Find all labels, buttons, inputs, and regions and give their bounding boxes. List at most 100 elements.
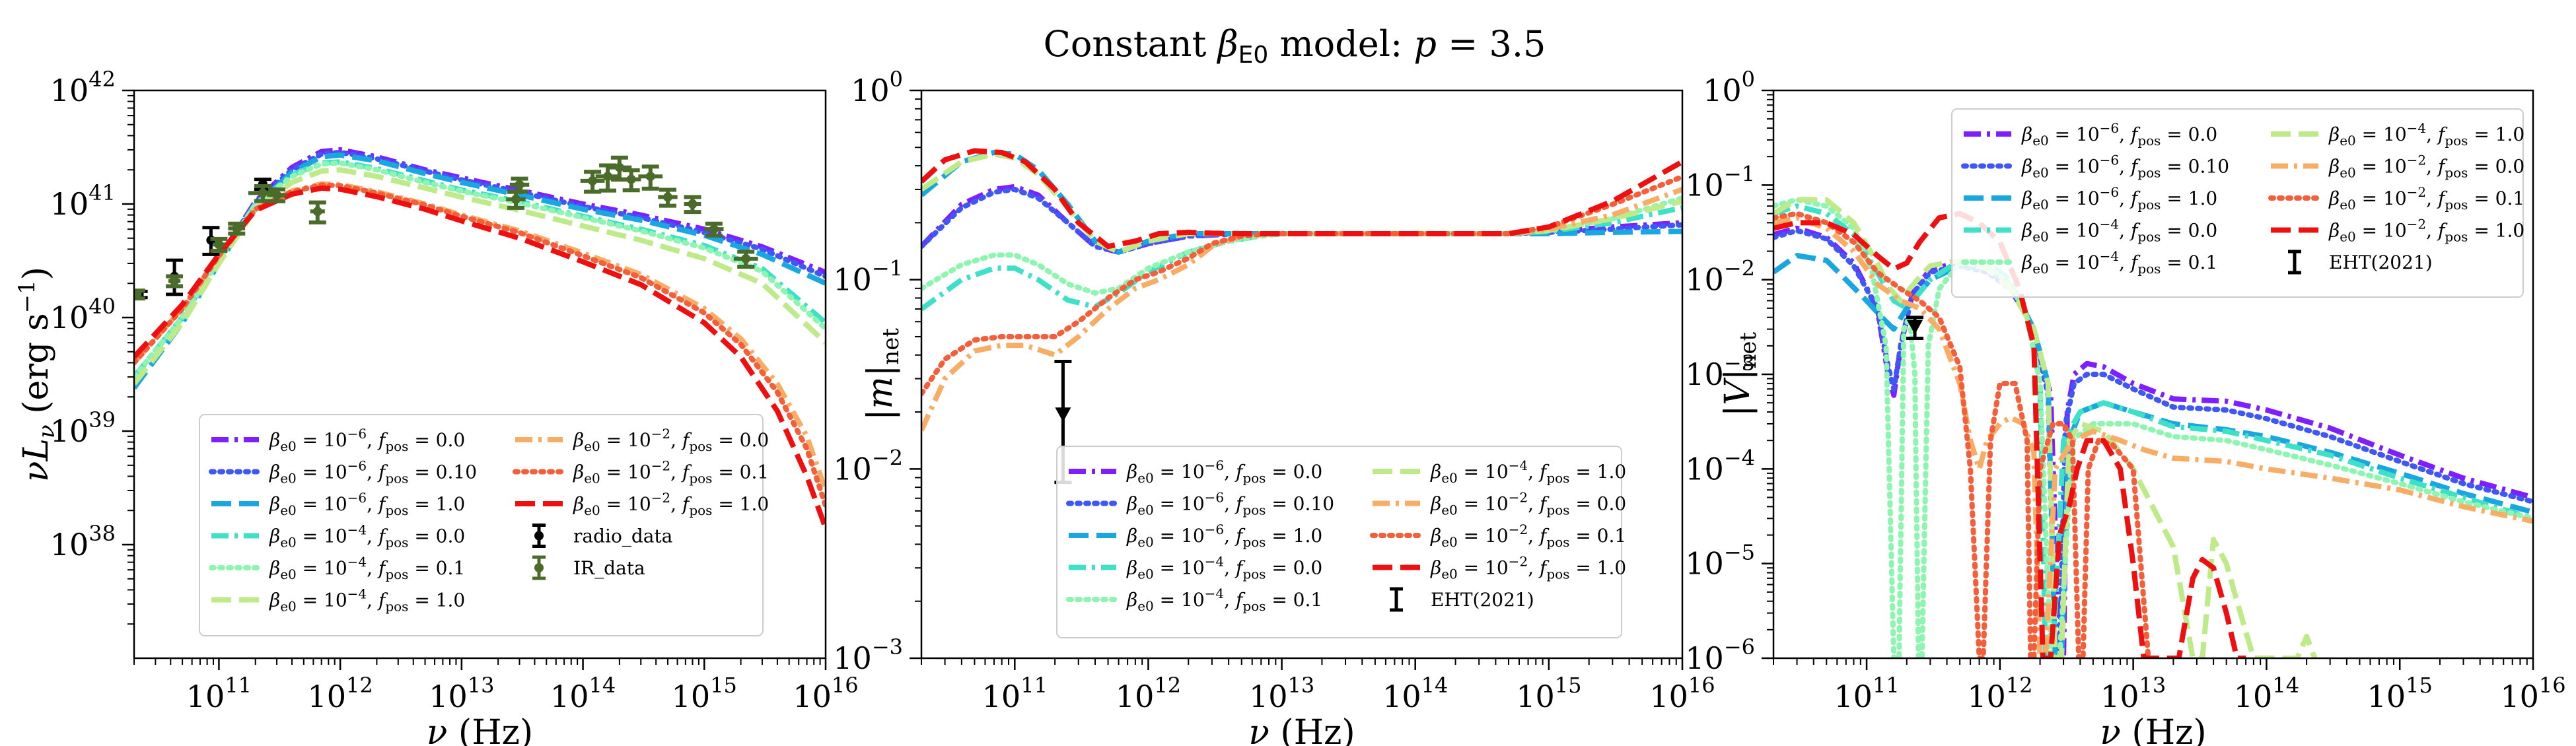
cp-y-tick-label-1: 10−5 xyxy=(1685,540,1755,582)
sed-ticks: 1011 1012 1013 1014 1015 1016 1038 1039 1040 1041… xyxy=(50,67,859,714)
cp-x-tick-label-4: 1015 xyxy=(2367,673,2433,714)
lp-legend-label-2: βe0 = 10−6, fpos = 1.0 xyxy=(1126,522,1322,550)
cp-legend: βe0 = 10−6, fpos = 0.0 βe0 = 10−6, fpos =… xyxy=(1951,108,2524,298)
lp-legend: βe0 = 10−6, fpos = 0.0 βe0 = 10−6, fpos =… xyxy=(1056,446,1626,638)
sed-legend-label-3: βe0 = 10−4, fpos = 0.0 xyxy=(269,522,465,551)
lp-y-tick-label-0: 10−3 xyxy=(833,634,903,676)
sed-axis-labels: ν (Hz) νLν (erg s−1) xyxy=(14,267,533,746)
lp-x-tick-label-1: 1012 xyxy=(1116,673,1181,714)
cp-x-tick-label-1: 1012 xyxy=(1967,673,2032,714)
sed-x-tick-label-2: 1013 xyxy=(429,673,494,714)
sed-x-tick-label-5: 1016 xyxy=(793,673,858,714)
cp-data-point-0-0 xyxy=(1907,320,1923,335)
lp-curves xyxy=(921,148,1682,432)
sed-data-point-1-17 xyxy=(741,254,751,263)
sed-legend: βe0 = 10−6, fpos = 0.0 βe0 = 10−6, fpos =… xyxy=(199,414,769,636)
y-axis-label: |m|net xyxy=(861,328,904,421)
lp-x-tick-label-0: 1011 xyxy=(982,673,1048,714)
sed-data-point-1-0 xyxy=(134,289,141,299)
cp-curves xyxy=(1773,197,2533,658)
sed-legend-marker-10 xyxy=(534,563,544,572)
lp-y-tick-label-2: 10−1 xyxy=(833,256,903,298)
cp-x-tick-label-5: 1016 xyxy=(2500,673,2565,714)
cp-x-tick-label-0: 1011 xyxy=(1834,673,1899,714)
sed-legend-label-2: βe0 = 10−6, fpos = 1.0 xyxy=(269,490,465,518)
cp-series-line-2 xyxy=(1773,253,2533,658)
lp-axes-frame xyxy=(920,89,1684,660)
x-axis-label: ν (Hz) xyxy=(427,713,533,746)
lp-data-point-0-0 xyxy=(1055,407,1071,423)
lp-x-tick-label-5: 1016 xyxy=(1649,673,1715,714)
lp-x-tick-label-4: 1015 xyxy=(1516,673,1581,714)
cp-legend-label-9: EHT(2021) xyxy=(2329,252,2433,273)
sed-data-points xyxy=(134,155,758,301)
sed-legend-label-8: βe0 = 10−2, fpos = 1.0 xyxy=(573,490,769,518)
sed-axes-frame xyxy=(133,89,827,660)
sed-data-point-1-12 xyxy=(626,174,636,184)
sed-data-point-1-16 xyxy=(709,224,719,234)
cp-y-tick-label-0: 10−6 xyxy=(1685,634,1755,676)
lp-series-line-8 xyxy=(921,148,1682,250)
cp-x-tick-label-2: 1013 xyxy=(2100,673,2166,714)
lp-x-tick-label-2: 1013 xyxy=(1249,673,1314,714)
cp-series-line-0 xyxy=(1773,225,2533,658)
sed-legend-label-7: βe0 = 10−2, fpos = 0.1 xyxy=(573,458,769,487)
lp-y-tick-label-1: 10−2 xyxy=(833,445,903,487)
y-axis-label: νLν (erg s−1) xyxy=(14,267,60,482)
sed-y-tick-label-0: 1038 xyxy=(50,521,116,562)
cp-legend-label-2: βe0 = 10−6, fpos = 1.0 xyxy=(2021,184,2217,213)
sed-legend-marker-9 xyxy=(534,531,544,541)
cp-axis-labels: ν (Hz) |V|net xyxy=(1718,332,2207,746)
lp-legend-label-1: βe0 = 10−6, fpos = 0.10 xyxy=(1126,490,1334,518)
sed-data-point-1-4 xyxy=(258,188,268,198)
cp-legend-label-3: βe0 = 10−4, fpos = 0.0 xyxy=(2021,217,2217,245)
sed-panel: 1011 1012 1013 1014 1015 1016 1038 1039 1040 1041… xyxy=(14,67,859,746)
sed-legend-label-4: βe0 = 10−4, fpos = 0.1 xyxy=(269,554,465,582)
sed-data-point-1-15 xyxy=(688,199,698,209)
cp-series-line-7 xyxy=(1773,211,2151,658)
sed-data-point-1-14 xyxy=(662,192,672,202)
sed-series-line-7 xyxy=(134,182,826,509)
cp-series-line-6 xyxy=(1773,215,2533,658)
sed-data-point-1-10 xyxy=(603,172,613,182)
lp-legend-label-6: βe0 = 10−2, fpos = 0.0 xyxy=(1430,490,1626,518)
sed-x-tick-label-3: 1014 xyxy=(550,673,616,714)
sed-data-point-1-13 xyxy=(645,172,655,182)
sed-legend-label-10: IR_data xyxy=(573,557,645,579)
y-axis-label: |V|net xyxy=(1718,332,1762,417)
sed-x-tick-label-0: 1011 xyxy=(186,673,252,714)
cp-y-tick-label-5: 10−1 xyxy=(1685,161,1755,203)
lp-legend-label-9: EHT(2021) xyxy=(1431,589,1534,611)
x-axis-label: ν (Hz) xyxy=(1248,713,1355,746)
sed-series-line-4 xyxy=(134,160,826,380)
lp-series-line-3 xyxy=(921,205,1682,312)
sed-y-tick-label-1: 1039 xyxy=(50,407,116,449)
sed-legend-box xyxy=(199,414,764,636)
sed-data-point-1-9 xyxy=(588,176,598,186)
lp-y-tick-label-3: 100 xyxy=(851,67,903,108)
sed-data-point-1-8 xyxy=(515,180,524,189)
sed-data-point-1-5 xyxy=(272,190,282,200)
cp-data-points xyxy=(1906,316,1924,341)
sed-legend-label-5: βe0 = 10−4, fpos = 1.0 xyxy=(269,586,465,615)
sed-x-tick-label-4: 1015 xyxy=(672,673,737,714)
sed-y-tick-label-3: 1041 xyxy=(50,180,116,222)
cp-legend-label-8: βe0 = 10−2, fpos = 1.0 xyxy=(2328,217,2524,245)
sed-legend-label-0: βe0 = 10−6, fpos = 0.0 xyxy=(269,426,465,454)
cp-series-line-8 xyxy=(1773,211,2246,658)
lp-legend-box xyxy=(1056,446,1622,638)
sed-legend-label-6: βe0 = 10−2, fpos = 0.0 xyxy=(573,426,769,454)
sed-data-point-1-2 xyxy=(214,240,224,250)
cp-y-tick-label-4: 10−2 xyxy=(1685,256,1755,298)
sed-data-point-1-1 xyxy=(170,276,180,286)
cp-y-tick-label-2: 10−4 xyxy=(1685,445,1755,487)
figure-title: Constant βE0 model: p = 3.5 xyxy=(1044,23,1546,69)
cp-panel: 1011 1012 1013 1014 1015 1016 10−6 10−5 10−4 10−3… xyxy=(1685,67,2565,746)
x-axis-label: ν (Hz) xyxy=(2100,713,2206,746)
cp-legend-label-4: βe0 = 10−4, fpos = 0.1 xyxy=(2021,248,2217,277)
lp-legend-label-7: βe0 = 10−2, fpos = 0.1 xyxy=(1430,522,1626,550)
lp-panel: 1011 1012 1013 1014 1015 101610−310−210−1100 … xyxy=(833,67,1715,746)
sed-legend-label-1: βe0 = 10−6, fpos = 0.10 xyxy=(269,458,477,487)
sed-data-point-1-7 xyxy=(511,194,520,204)
cp-legend-label-1: βe0 = 10−6, fpos = 0.10 xyxy=(2021,153,2229,181)
